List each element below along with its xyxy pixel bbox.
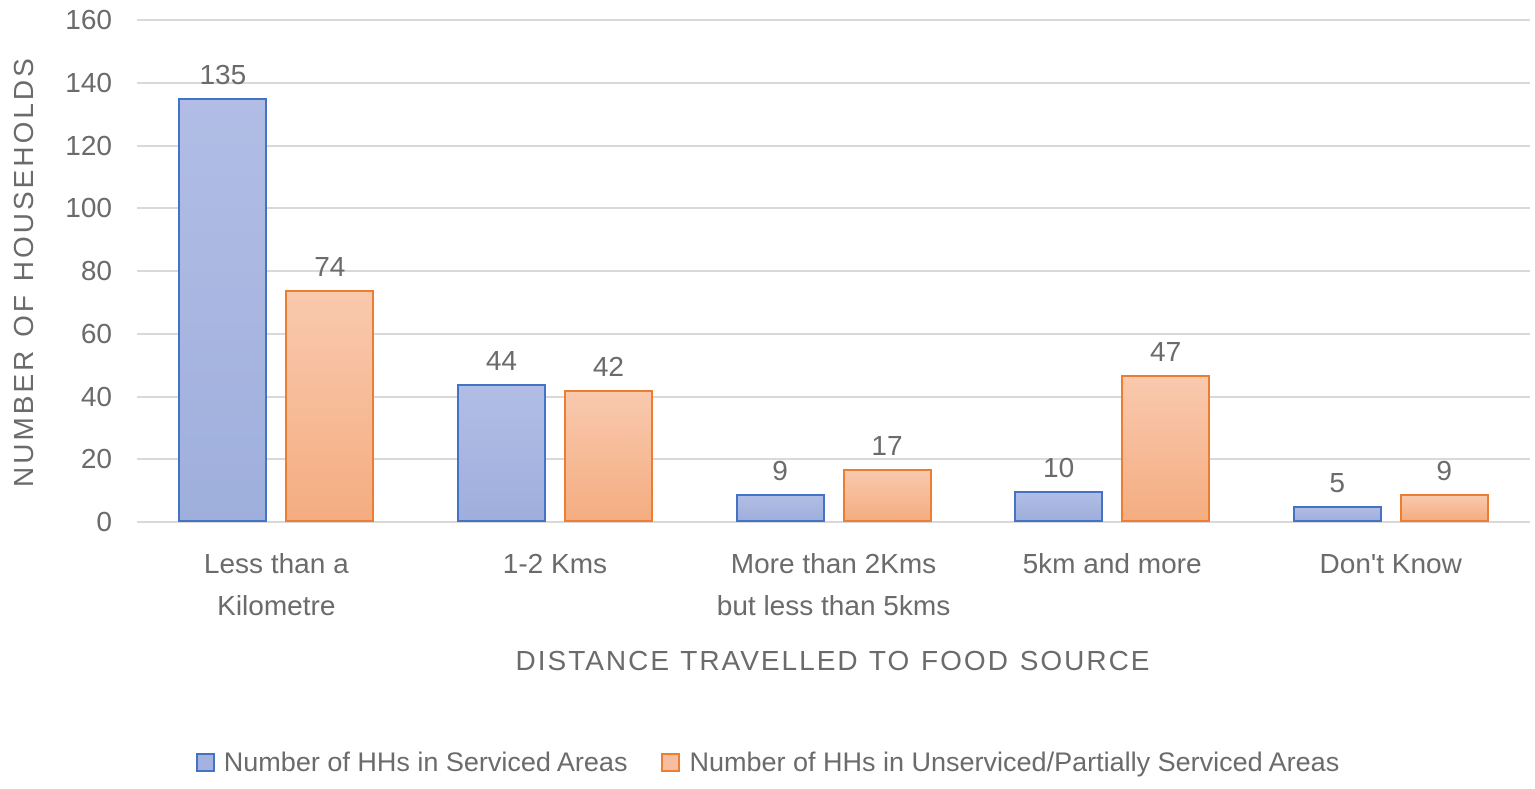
gridline-20 — [137, 458, 1530, 461]
y-tick-40: 40 — [80, 380, 112, 412]
value-label-unserviced-more-than-2kms-but-less-than-5kms: 17 — [871, 429, 903, 461]
value-label-serviced-5km-and-more: 10 — [1043, 451, 1075, 483]
y-tick-160: 160 — [65, 4, 112, 35]
gridline-80 — [137, 270, 1530, 272]
legend-label-serviced: Number of HHs in Serviced Areas — [223, 747, 628, 777]
value-label-serviced-less-than-a-kilometre: 135 — [199, 59, 247, 91]
bar-unserviced-1-2-kms — [563, 390, 653, 522]
y-tick-120: 120 — [65, 129, 112, 161]
legend-swatch-unserviced-icon — [661, 753, 681, 772]
legend-item-serviced: Number of HHs in Serviced Areas — [195, 747, 628, 778]
bar-serviced-more-than-2kms-but-less-than-5kms — [735, 493, 825, 522]
bar-unserviced-5km-and-more — [1121, 374, 1211, 522]
x-tick-less-than-a-kilometre: Less than a Kilometre — [203, 548, 349, 621]
legend-item-unserviced: Number of HHs in Unserviced/Partially Se… — [661, 747, 1339, 778]
gridline-120 — [137, 144, 1530, 147]
y-tick-100: 100 — [65, 192, 112, 224]
bar-serviced-1-2-kms — [456, 383, 546, 522]
legend: Number of HHs in Serviced Areas Number of… — [0, 747, 1535, 778]
value-label-serviced-1-2-kms: 44 — [485, 344, 517, 376]
y-tick-20: 20 — [80, 443, 112, 475]
x-axis-title: DISTANCE TRAVELLED TO FOOD SOURCE — [515, 645, 1152, 676]
gridline-40 — [137, 395, 1530, 398]
x-tick-more-than-2kms-but-less-than-5kms: More than 2Kms but less than 5kms — [716, 548, 951, 621]
x-axis-line — [137, 521, 1530, 523]
value-label-serviced-more-than-2kms-but-less-than-5kms: 9 — [772, 454, 788, 486]
y-tick-60: 60 — [80, 317, 112, 349]
gridline-100 — [137, 207, 1530, 210]
y-tick-80: 80 — [80, 255, 112, 286]
gridline-60 — [137, 332, 1530, 335]
legend-label-unserviced: Number of HHs in Unserviced/Partially Se… — [689, 747, 1340, 777]
value-label-serviced-don-t-know: 5 — [1329, 467, 1345, 499]
gridline-140 — [137, 81, 1530, 84]
legend-swatch-serviced-icon — [195, 753, 215, 772]
y-tick-0: 0 — [96, 506, 112, 537]
plot-area: 135 74 44 42 9 17 10 47 5 9 — [137, 19, 1530, 523]
value-label-unserviced-don-t-know: 9 — [1436, 454, 1452, 486]
value-label-unserviced-5km-and-more: 47 — [1150, 335, 1182, 367]
x-tick-don-t-know: Don't Know — [1319, 548, 1462, 579]
gridline-160 — [137, 19, 1530, 21]
x-tick-5km-and-more: 5km and more — [1022, 548, 1202, 579]
bar-unserviced-more-than-2kms-but-less-than-5kms — [842, 468, 932, 522]
value-label-unserviced-less-than-a-kilometre: 74 — [314, 250, 346, 282]
bar-serviced-don-t-know — [1292, 506, 1382, 522]
value-label-unserviced-1-2-kms: 42 — [592, 351, 624, 383]
y-tick-140: 140 — [65, 66, 112, 98]
bar-unserviced-don-t-know — [1399, 493, 1489, 522]
bar-serviced-less-than-a-kilometre — [178, 98, 268, 522]
bar-unserviced-less-than-a-kilometre — [285, 289, 375, 522]
x-tick-1-2-kms: 1-2 Kms — [502, 548, 608, 579]
bar-serviced-5km-and-more — [1014, 490, 1104, 522]
